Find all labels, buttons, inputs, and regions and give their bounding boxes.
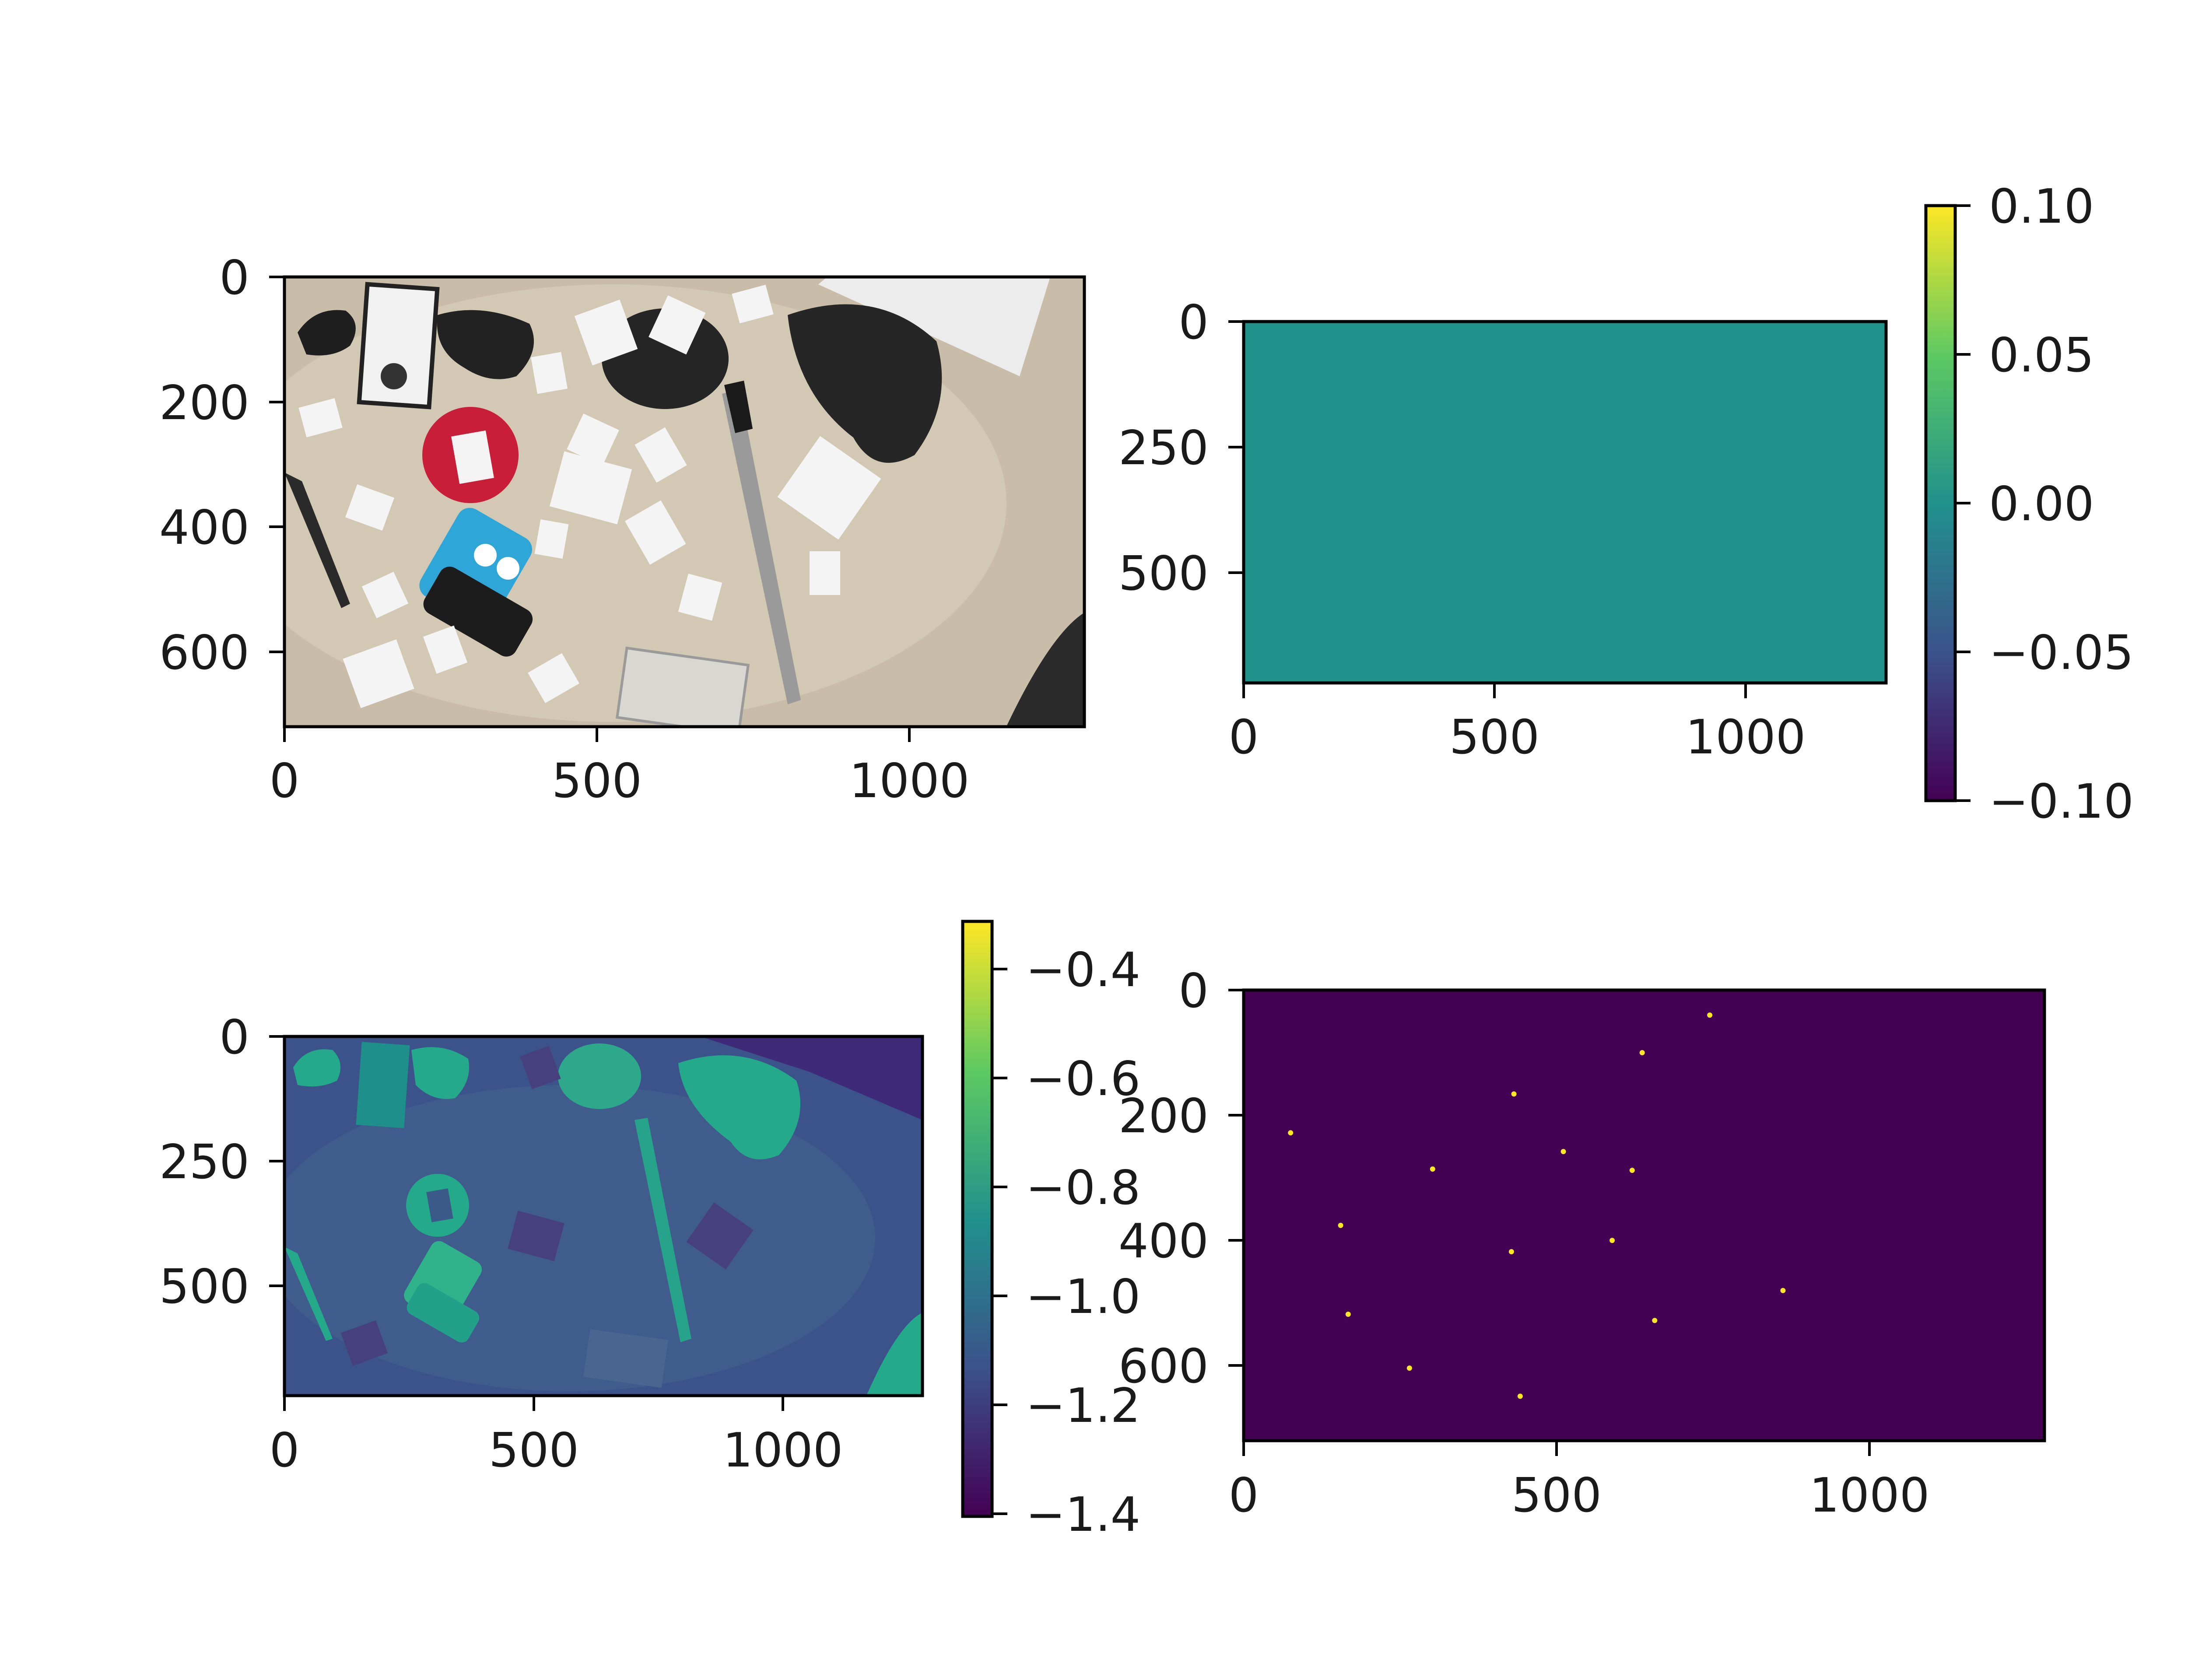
photo-axes-frame [283,275,1086,728]
channel-map-x-tick-label: 0 [270,1423,300,1478]
points-map-y-ticks: 0 200 400 600 [1119,964,1244,1394]
keypoint-marker [1338,1222,1343,1228]
photo-y-tick-label: 0 [219,251,249,305]
keypoint-marker [1508,1249,1514,1254]
photo-y-ticks: 0 200 400 600 [159,251,284,680]
channel-map-x-tick-label: 500 [489,1423,579,1478]
channel-map-y-tick-label: 500 [159,1260,249,1314]
keypoint-marker [1406,1365,1412,1371]
keypoint-marker [1652,1318,1658,1323]
constant-map-y-ticks: 0 250 500 [1119,295,1244,601]
channel-map-axes-frame [283,1035,924,1397]
colorbar-tick-label: −1.0 [1026,1270,1140,1324]
constant-map-y-tick-label: 250 [1119,421,1209,476]
keypoint-marker [1560,1149,1566,1155]
points-map-panel: 0 500 1000 0 200 400 600 [1119,964,2046,1523]
constant-map-x-tick-label: 1000 [1686,710,1806,765]
keypoint-marker [1511,1091,1517,1097]
photo-image [284,277,1084,727]
points-map-x-ticks: 0 500 1000 [1229,1441,1930,1523]
photo-x-tick-label: 1000 [849,754,970,808]
channel-map-panel: 0 500 1000 0 250 500 −0.4 −0.6 −0.8 −1.0… [159,920,1140,1542]
constant-map-x-tick-label: 0 [1229,710,1259,765]
colorbar-tick-label: 0.05 [1989,328,2094,383]
keypoint-marker [1639,1050,1645,1056]
photo-y-tick-label: 200 [159,376,249,430]
channel-map-x-ticks: 0 500 1000 [270,1396,843,1478]
keypoint-marker [1288,1130,1294,1136]
points-layer [1288,1012,1786,1399]
keypoint-marker [1609,1238,1615,1243]
channel-map-y-tick-label: 0 [219,1010,249,1065]
photo-y-tick-label: 600 [159,626,249,680]
colorbar-tick-label: −1.2 [1026,1379,1140,1433]
constant-map-panel: 0 500 1000 0 250 500 0.10 0.05 0.00 −0.0… [1119,179,2134,829]
points-map-x-tick-label: 1000 [1809,1468,1930,1523]
keypoint-marker [1430,1166,1435,1172]
keypoint-marker [1629,1168,1635,1173]
colorbar-tick-label: −0.10 [1989,774,2134,829]
colorbar-tick-label: 0.00 [1989,477,2094,532]
photo-x-ticks: 0 500 1000 [270,727,970,808]
constant-map-y-tick-label: 0 [1178,295,1209,350]
points-map-axes-frame [1242,988,2046,1442]
constant-map-y-tick-label: 500 [1119,546,1209,601]
photo-x-tick-label: 500 [552,754,642,808]
keypoint-marker [1517,1393,1523,1399]
colorbar-tick-label: −1.4 [1026,1488,1140,1542]
keypoint-marker [1780,1288,1786,1293]
photo-x-tick-label: 0 [270,754,300,808]
channel-map-image [284,1036,922,1396]
constant-map-x-tick-label: 500 [1449,710,1539,765]
points-map-x-tick-label: 500 [1511,1468,1602,1523]
colorbar-tick-label: 0.10 [1989,179,2094,234]
keypoint-marker [1345,1312,1351,1317]
colorbar-tick-label: −0.4 [1026,943,1140,998]
channel-map-colorbar: −0.4 −0.6 −0.8 −1.0 −1.2 −1.4 [961,920,1140,1542]
channel-map-y-ticks: 0 250 500 [159,1010,284,1314]
photo-y-tick-label: 400 [159,500,249,555]
points-map-y-tick-label: 400 [1119,1214,1209,1269]
colorbar-tick-label: −0.6 [1026,1052,1140,1106]
points-map-y-tick-label: 200 [1119,1089,1209,1144]
constant-map-colorbar: 0.10 0.05 0.00 −0.05 −0.10 [1924,179,2134,829]
constant-map-image [1244,322,1886,683]
colorbar-tick-label: −0.05 [1989,626,2134,680]
points-map-background [1244,990,2044,1441]
constant-map-axes-frame [1242,320,1888,685]
constant-map-x-ticks: 0 500 1000 [1229,683,1806,765]
colorbar-gradient [1924,204,1957,802]
colorbar-tick-label: −0.8 [1026,1161,1140,1215]
colorbar-gradient [961,920,994,1518]
channel-map-y-tick-label: 250 [159,1135,249,1190]
points-map-x-tick-label: 0 [1229,1468,1259,1523]
channel-map-x-tick-label: 1000 [723,1423,843,1478]
keypoint-marker [1707,1012,1713,1018]
points-map-y-tick-label: 600 [1119,1339,1209,1394]
photo-panel: 0 500 1000 0 200 400 600 [159,251,1086,808]
points-map-y-tick-label: 0 [1178,964,1209,1018]
